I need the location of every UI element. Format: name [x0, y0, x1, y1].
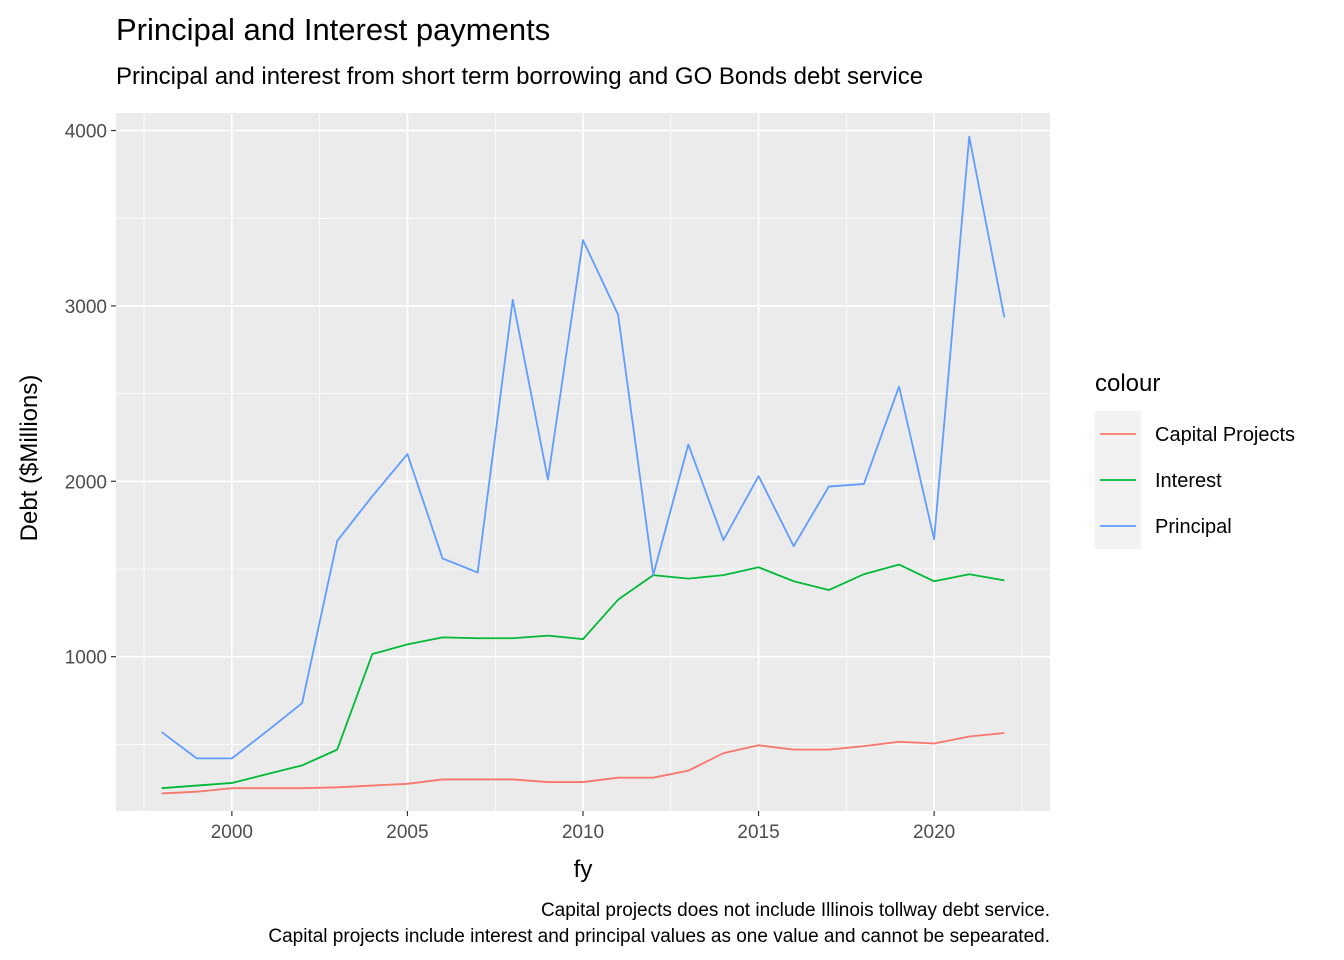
y-axis: 1000 2000 3000 4000	[65, 122, 116, 669]
legend-title: colour	[1095, 370, 1160, 397]
y-tick-label: 1000	[65, 648, 107, 669]
x-tick-label: 2015	[737, 822, 779, 843]
series-line-interest	[161, 563, 1005, 790]
caption-line-2: Capital projects include interest and pr…	[268, 926, 1050, 947]
chart-subtitle: Principal and interest from short term b…	[116, 63, 923, 90]
y-tick-label: 4000	[65, 122, 107, 143]
y-tick-label: 2000	[65, 472, 107, 493]
legend-label-principal: Principal	[1155, 516, 1232, 538]
x-tick-label: 2000	[211, 822, 253, 843]
plot-panel	[116, 113, 1050, 811]
x-tick-label: 2010	[562, 822, 604, 843]
series-line-principal	[161, 135, 1006, 760]
x-axis-title: fy	[574, 856, 593, 883]
series-line-capital-projects	[161, 732, 1005, 795]
x-tick-label: 2005	[386, 822, 428, 843]
legend-label-interest: Interest	[1155, 470, 1222, 492]
caption-line-1: Capital projects does not include Illino…	[541, 900, 1050, 921]
chart-title: Principal and Interest payments	[116, 12, 550, 47]
y-tick-label: 3000	[65, 297, 107, 318]
x-tick-label: 2020	[913, 822, 955, 843]
legend: colour Capital Projects Interest Principal	[1095, 370, 1295, 549]
x-axis: 2000 2005 2010 2015 2020	[211, 811, 955, 843]
y-axis-title: Debt ($Millions)	[16, 375, 43, 542]
legend-label-capital-projects: Capital Projects	[1155, 424, 1295, 446]
